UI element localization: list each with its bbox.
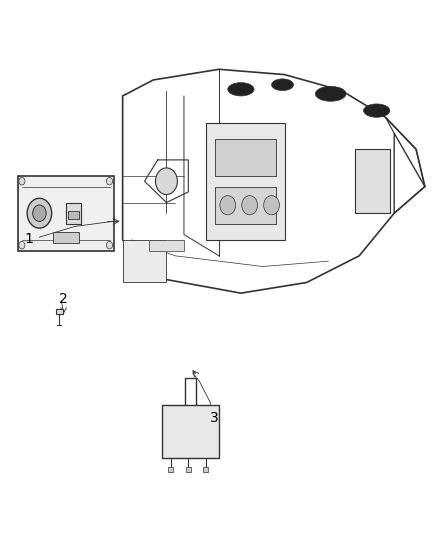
Bar xyxy=(168,467,173,472)
Ellipse shape xyxy=(272,79,293,91)
Circle shape xyxy=(106,241,113,249)
Bar xyxy=(215,139,276,176)
FancyBboxPatch shape xyxy=(18,176,114,251)
FancyBboxPatch shape xyxy=(355,149,390,213)
Bar xyxy=(68,211,79,219)
Ellipse shape xyxy=(315,86,346,101)
Bar xyxy=(215,187,276,224)
Bar xyxy=(66,203,81,224)
Text: 1: 1 xyxy=(24,231,33,246)
Bar xyxy=(149,240,184,251)
Circle shape xyxy=(155,168,177,195)
Circle shape xyxy=(33,205,46,221)
Circle shape xyxy=(19,241,25,249)
Circle shape xyxy=(19,177,25,185)
Circle shape xyxy=(264,196,279,215)
Circle shape xyxy=(220,196,236,215)
Ellipse shape xyxy=(364,104,390,117)
Circle shape xyxy=(27,198,52,228)
Bar xyxy=(186,467,191,472)
FancyBboxPatch shape xyxy=(206,123,285,240)
Text: 3: 3 xyxy=(210,411,219,425)
Bar xyxy=(53,232,79,243)
Circle shape xyxy=(106,177,113,185)
FancyBboxPatch shape xyxy=(162,405,219,458)
Bar xyxy=(203,467,208,472)
Circle shape xyxy=(242,196,258,215)
Bar xyxy=(56,309,63,314)
Text: 2: 2 xyxy=(59,292,68,306)
FancyBboxPatch shape xyxy=(123,240,166,282)
Ellipse shape xyxy=(228,83,254,96)
